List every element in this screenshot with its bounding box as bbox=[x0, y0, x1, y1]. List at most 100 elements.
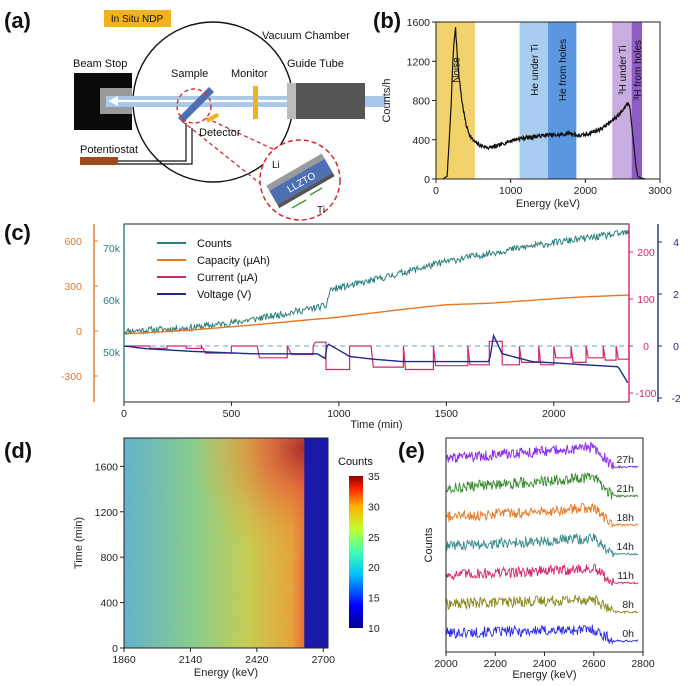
c-counts-tick-label: 60k bbox=[103, 295, 121, 307]
wire-1 bbox=[118, 123, 187, 162]
e-xtick-label: 2600 bbox=[582, 658, 606, 670]
e-series-line-14h bbox=[445, 532, 639, 558]
in-situ-badge-text: In Situ NDP bbox=[111, 14, 164, 25]
zoom-circle bbox=[176, 88, 212, 124]
potentiostat bbox=[80, 157, 118, 165]
c-current-tick-label: 200 bbox=[637, 247, 655, 259]
zoom-line-2 bbox=[181, 120, 263, 186]
e-x-axis-label: Energy (keV) bbox=[512, 669, 576, 681]
d-ytick-label: 1200 bbox=[95, 507, 119, 519]
sample bbox=[178, 87, 214, 123]
e-series-label: 14h bbox=[616, 541, 634, 553]
e-series-line-27h bbox=[445, 441, 639, 470]
d-heatmap-edge bbox=[304, 438, 328, 648]
vacuum-chamber-label: Vacuum Chamber bbox=[262, 30, 350, 42]
e-series-label: 21h bbox=[616, 483, 634, 495]
d-heatmap-noise bbox=[124, 438, 328, 648]
c-counts-tick-label: 50k bbox=[103, 347, 121, 359]
b-xtick-label: 1000 bbox=[499, 185, 523, 197]
monitor-label: Monitor bbox=[231, 68, 268, 80]
c-xtick-label: 2000 bbox=[542, 408, 566, 420]
d-colorbar-tick-label: 35 bbox=[368, 471, 380, 483]
d-colorbar-tick-label: 25 bbox=[368, 532, 380, 544]
panel-d-heatmap: 1860 2140 2420 2700 0 400 800 1200 1600 Energy (… bbox=[73, 437, 380, 679]
panel-a-label: (a) bbox=[4, 8, 31, 33]
panel-e-chart: 0h 8h 11h 14h 18h 21h 27h 2000 2200 2400 2600 2800… bbox=[423, 437, 655, 681]
panel-c-chart: 0 500 1000 1500 20006003000-30070k60k50k2001… bbox=[61, 223, 681, 431]
e-series-line-11h bbox=[445, 563, 639, 586]
c-capacity-tick-label: 600 bbox=[64, 236, 82, 248]
b-band-label-2: He from holes bbox=[558, 39, 569, 101]
b-band-4 bbox=[631, 22, 643, 179]
inset-li-layer bbox=[266, 153, 325, 191]
guide-tube-label: Guide Tube bbox=[287, 58, 344, 70]
e-xtick-label: 2200 bbox=[484, 658, 508, 670]
panel-a-schematic: In Situ NDP Vacuum Chamber Beam Stop Gui… bbox=[73, 10, 386, 221]
c-current-line bbox=[124, 340, 630, 371]
zoom-line-1 bbox=[205, 117, 276, 151]
d-plot-frame bbox=[123, 437, 329, 649]
d-colorbar bbox=[349, 476, 363, 628]
detector-label: Detector bbox=[199, 127, 241, 139]
sample-label: Sample bbox=[171, 68, 208, 80]
d-ytick-label: 800 bbox=[100, 552, 118, 564]
b-ytick-label: 1600 bbox=[407, 17, 431, 29]
inset-ti-layer bbox=[277, 172, 335, 209]
e-series-line-21h bbox=[445, 471, 639, 500]
inset-stack: LLZTO bbox=[266, 153, 335, 209]
b-ytick-label: 0 bbox=[424, 174, 430, 186]
c-counts-line bbox=[123, 229, 630, 336]
d-xtick-label: 2140 bbox=[179, 654, 203, 666]
d-xtick-label: 2700 bbox=[312, 654, 336, 666]
c-voltage-tick-label: -2 bbox=[671, 393, 680, 405]
e-xtick-label: 2400 bbox=[533, 658, 557, 670]
b-ytick-label: 400 bbox=[412, 135, 430, 147]
d-xtick-label: 2420 bbox=[245, 654, 269, 666]
b-y-axis-label: Counts/h bbox=[381, 78, 393, 122]
b-spectrum-line bbox=[443, 27, 646, 180]
b-band-label-3: ³H under Ti bbox=[618, 45, 629, 94]
c-capacity-tick-label: 300 bbox=[64, 281, 82, 293]
e-series-line-8h bbox=[445, 594, 639, 614]
e-series-line-0h bbox=[445, 624, 639, 646]
b-band-1 bbox=[519, 22, 548, 179]
c-xtick-label: 500 bbox=[223, 408, 241, 420]
e-series-label: 0h bbox=[622, 628, 634, 640]
beam-arrow-head bbox=[108, 96, 118, 106]
b-xtick-label: 2000 bbox=[574, 185, 598, 197]
e-series-label: 27h bbox=[616, 454, 634, 466]
e-y-axis-label: Counts bbox=[423, 527, 435, 562]
c-voltage-tick-label: 2 bbox=[673, 289, 679, 301]
d-colorbar-tick-label: 10 bbox=[368, 623, 380, 635]
inset-arrow-1 bbox=[309, 187, 323, 196]
c-xtick-label: 0 bbox=[121, 408, 127, 420]
wire-2 bbox=[118, 128, 193, 165]
guide-tube-window bbox=[287, 83, 296, 119]
c-legend-label: Capacity (µAh) bbox=[197, 255, 270, 267]
e-series-label: 11h bbox=[617, 570, 634, 582]
c-xtick-label: 1500 bbox=[435, 408, 459, 420]
d-colorbar-tick-label: 20 bbox=[368, 562, 380, 574]
d-xtick-label: 1860 bbox=[112, 654, 136, 666]
b-band-label-1: He under Ti bbox=[530, 44, 541, 96]
d-ytick-label: 0 bbox=[112, 643, 118, 655]
d-ytick-label: 400 bbox=[100, 598, 118, 610]
b-xtick-label: 3000 bbox=[648, 185, 672, 197]
panel-b-chart: Noise He under Ti He from holes ³H under Ti… bbox=[381, 17, 672, 210]
b-band-0 bbox=[436, 22, 475, 179]
monitor bbox=[253, 86, 258, 119]
e-series-label: 8h bbox=[622, 599, 634, 611]
inset-ti-label: Ti bbox=[317, 205, 325, 216]
c-legend-label: Counts bbox=[197, 238, 232, 250]
c-legend-label: Voltage (V) bbox=[197, 289, 251, 301]
c-voltage-tick-label: 4 bbox=[673, 237, 679, 249]
b-band-label-4: ³H from holes bbox=[633, 40, 644, 100]
e-xtick-label: 2800 bbox=[631, 658, 655, 670]
c-current-tick-label: 0 bbox=[643, 341, 649, 353]
b-band-2 bbox=[548, 22, 577, 179]
b-xtick-label: 0 bbox=[433, 185, 439, 197]
c-current-tick-label: -100 bbox=[635, 388, 656, 400]
potentiostat-label: Potentiostat bbox=[80, 144, 138, 156]
inset-llzto-layer bbox=[269, 158, 333, 205]
